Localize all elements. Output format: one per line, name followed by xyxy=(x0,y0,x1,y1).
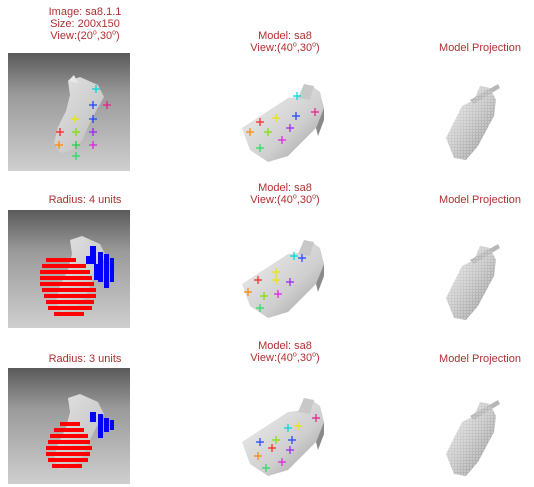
range-image-radius-4 xyxy=(8,210,130,328)
image-size-label: Size: 200x150 xyxy=(50,18,120,30)
blue-correspondence-region xyxy=(86,246,114,288)
red-correspondence-region xyxy=(46,422,92,468)
model-view-label: View:(40o,30o) xyxy=(250,41,320,54)
image-view-label: View:(20o,30o) xyxy=(50,29,120,42)
model-view-with-markers xyxy=(242,398,324,476)
model-projection xyxy=(446,244,500,320)
model-view-with-markers xyxy=(242,84,324,162)
row2-radius-caption: Radius: 4 units xyxy=(48,194,122,206)
model-name-label: Model: sa8 xyxy=(258,30,312,42)
red-correspondence-region xyxy=(40,258,96,316)
model-projection xyxy=(446,400,500,476)
range-image-radius-3 xyxy=(8,368,130,484)
row3-projection-caption: Model Projection xyxy=(439,353,521,365)
model-name-label: Model: sa8 xyxy=(258,340,312,352)
row1-projection-caption: Model Projection xyxy=(439,42,521,54)
row3-model-caption: Model: sa8 View:(40o,30o) xyxy=(230,340,340,364)
model-view-label: View:(40o,30o) xyxy=(250,351,320,364)
model-view-label: View:(40o,30o) xyxy=(250,193,320,206)
row2-model-caption: Model: sa8 View:(40o,30o) xyxy=(230,182,340,206)
range-image-with-markers xyxy=(8,53,130,171)
row2-projection-caption: Model Projection xyxy=(439,194,521,206)
blue-correspondence-region xyxy=(90,412,114,438)
row1-image-caption: Image: sa8.1.1 Size: 200x150 View:(20o,3… xyxy=(30,6,140,42)
model-name-label: Model: sa8 xyxy=(258,182,312,194)
model-projection xyxy=(446,84,500,160)
row3-radius-caption: Radius: 3 units xyxy=(48,353,122,365)
row1-model-caption: Model: sa8 View:(40o,30o) xyxy=(230,30,340,54)
model-view-with-markers xyxy=(242,240,324,318)
image-name-label: Image: sa8.1.1 xyxy=(48,6,122,18)
